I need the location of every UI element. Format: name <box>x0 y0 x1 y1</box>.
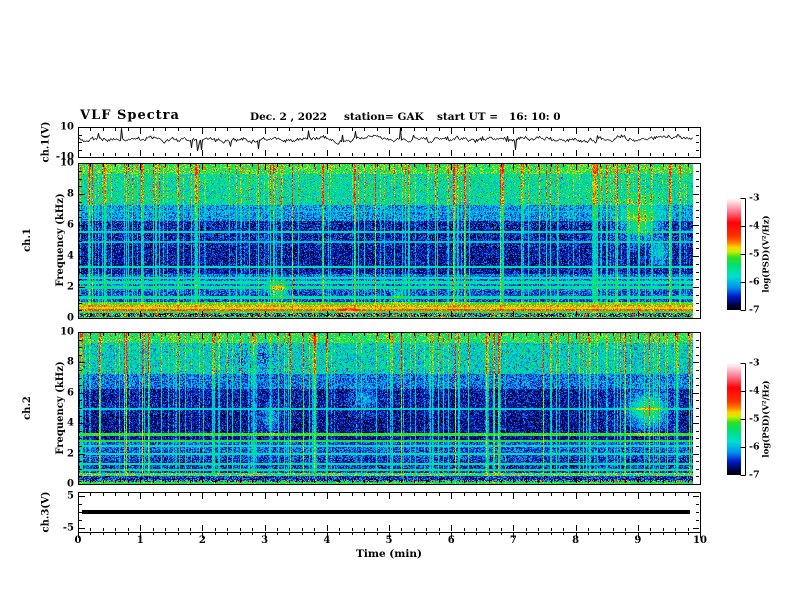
ch1-axis-frequency-text: Frequency (kHz) <box>55 193 66 287</box>
ch1-frequency-axis-label: ch.1 Frequency (kHz) <box>0 193 88 286</box>
time-axis-label: Time (min) <box>356 548 422 560</box>
ch2-frequency-tick-label: 4 <box>67 417 74 429</box>
ch3-trace <box>82 510 690 514</box>
ch1-spectrogram-canvas <box>78 163 693 318</box>
time-tick-label: 2 <box>198 535 206 546</box>
ch1-axis-channel-text: ch.1 <box>22 228 33 252</box>
time-tick-label: 0 <box>74 535 82 546</box>
colorbar-tick-label: -5 <box>749 413 760 425</box>
colorbar-tick-label: -3 <box>749 192 760 204</box>
ch1-frequency-tick-label: 2 <box>67 281 74 293</box>
ch1-frequency-tick-label: 8 <box>67 188 74 200</box>
ch2-axis-frequency-text: Frequency (kHz) <box>55 361 66 455</box>
ch2-axis-channel-text: ch.2 <box>22 396 33 420</box>
colorbar-tick-label: -5 <box>749 248 760 260</box>
header-station: station= GAK <box>344 111 424 123</box>
colorbar-tick-label: -4 <box>749 385 760 397</box>
time-tick-label: 10 <box>693 535 707 546</box>
ch3-voltage-tick-label: 5 <box>67 490 74 502</box>
colorbar-tick-label: -4 <box>749 220 760 232</box>
colorbar-tick-label: -7 <box>749 304 760 316</box>
colorbar-tick-label: -6 <box>749 276 760 288</box>
ch2-frequency-tick-label: 0 <box>67 478 74 490</box>
figure-title: VLF Spectra <box>80 108 180 123</box>
time-tick-label: 3 <box>261 535 269 546</box>
colorbar-tick-label: -7 <box>749 469 760 481</box>
colorbar-ch1-label: log(PSD)(V²/Hz) <box>761 215 772 293</box>
ch2-frequency-axis-label: ch.2 Frequency (kHz) <box>0 361 88 454</box>
time-tick-label: 8 <box>572 535 580 546</box>
ch2-frequency-tick-label: 8 <box>67 356 74 368</box>
ch2-frequency-tick-label: 2 <box>67 448 74 460</box>
time-tick-label: 5 <box>385 535 393 546</box>
time-tick-label: 9 <box>634 535 642 546</box>
colorbar-tick-label: -6 <box>749 441 760 453</box>
ch2-spectrogram-canvas <box>78 332 693 484</box>
colorbar-ch2-label: log(PSD)(V²/Hz) <box>761 380 772 458</box>
ch1-frequency-tick-label: 0 <box>67 312 74 324</box>
ch3-voltage-tick-label: -5 <box>62 522 74 534</box>
ch1-voltage-axis-label: ch.1(V) <box>40 121 52 163</box>
ch1-frequency-tick-label: 6 <box>67 219 74 231</box>
header-start-ut: start UT = 16: 10: 0 <box>437 111 561 123</box>
header-date: Dec. 2 , 2022 <box>250 111 327 123</box>
ch1-frequency-tick-label: 4 <box>67 250 74 262</box>
time-tick-label: 4 <box>323 535 331 546</box>
ch3-voltage-axis-label: ch.3(V) <box>40 491 52 533</box>
ch1-voltage-tick-label: 10 <box>60 121 74 133</box>
ch1-voltage-tick-label: -10 <box>55 151 74 163</box>
time-tick-label: 6 <box>447 535 455 546</box>
colorbar-ch1 <box>727 198 741 310</box>
colorbar-tick-label: -3 <box>749 357 760 369</box>
ch2-frequency-tick-label: 10 <box>60 326 74 338</box>
time-tick-label: 1 <box>136 535 144 546</box>
colorbar-ch2 <box>727 363 741 475</box>
ch1-frequency-tick-label: 10 <box>60 157 74 169</box>
ch1-waveform-canvas <box>78 127 693 157</box>
time-tick-label: 7 <box>509 535 517 546</box>
ch2-frequency-tick-label: 6 <box>67 387 74 399</box>
